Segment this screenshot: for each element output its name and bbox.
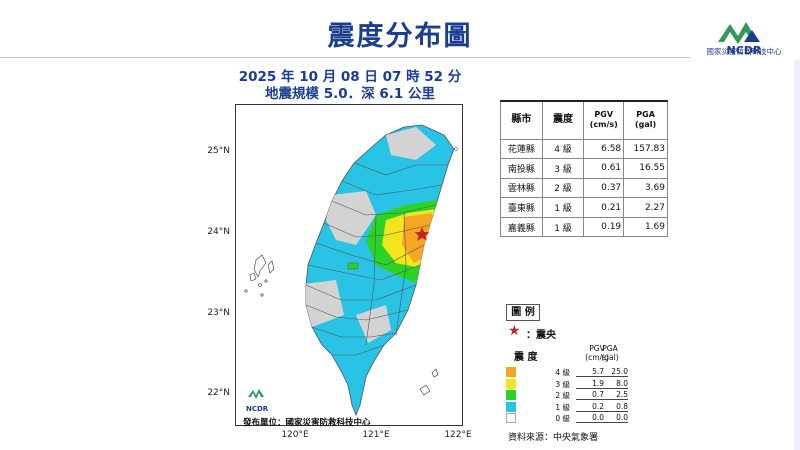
header-pga: PGA (gal): [623, 100, 668, 140]
legend-swatch: [506, 390, 516, 400]
legend-row: 0 級 0.0 0.0: [506, 413, 630, 423]
cell-pga: 2.27: [623, 197, 668, 218]
cell-pgv: 0.61: [583, 158, 625, 179]
legend-row: 2 級 0.7 2.5: [506, 390, 630, 400]
cell-pgv: 0.21: [583, 197, 625, 218]
legend-header-pgv: PGV (cm/s): [585, 344, 609, 362]
cell-intensity: 1 級: [541, 216, 585, 238]
lat-label: 25°N: [207, 146, 230, 156]
page-title: 震度分布圖: [327, 21, 473, 52]
cell-intensity: 1 級: [541, 197, 585, 218]
lon-label: 121°E: [362, 430, 390, 440]
intensity-table: 縣市 震度 PGV (cm/s) PGA (gal) 花蓮縣 4 級 6.58 157.8…: [500, 100, 668, 238]
table-row: 嘉義縣 1 級 0.19 1.69: [500, 216, 668, 238]
legend-swatch: [506, 401, 516, 412]
publisher-label: 發布單位：國家災害防救科技中心: [243, 418, 371, 428]
legend-swatch: [506, 413, 516, 423]
legend-pgv: 0.7: [576, 390, 604, 400]
cell-intensity: 4 級: [541, 138, 585, 160]
logo-subtitle: 國家災害防救科技中心: [706, 47, 782, 56]
level0-region: [326, 191, 376, 245]
table-header-row: 縣市 震度 PGV (cm/s) PGA (gal): [500, 100, 668, 140]
side-strip: [794, 60, 800, 450]
event-datetime: 2025 年 10 月 08 日 07 時 52 分: [238, 69, 462, 85]
cell-county: 臺東縣: [500, 197, 543, 218]
table-row: 南投縣 3 級 0.61 16.55: [500, 158, 668, 179]
legend-level: 3 級: [555, 379, 570, 389]
legend-pga: 0.8: [602, 402, 628, 412]
cell-county: 嘉義縣: [500, 216, 543, 238]
cell-intensity: 3 級: [541, 158, 585, 179]
legend-pga: 25.0: [602, 367, 628, 377]
cell-pga: 16.55: [623, 158, 668, 179]
legend-pga: 8.0: [602, 379, 628, 389]
lat-label: 23°N: [207, 308, 230, 318]
map-logo-text: NCDR: [246, 405, 269, 413]
legend-epicenter-label: ：震央: [526, 330, 556, 341]
cell-pga: 157.83: [623, 138, 668, 160]
event-magnitude-depth: 地震規模 5.0．深 6.1 公里: [265, 86, 435, 102]
logo-text: NCDR: [727, 44, 762, 57]
legend-level: 2 級: [555, 391, 570, 400]
lon-label: 122°E: [444, 430, 472, 440]
cell-pgv: 0.19: [583, 216, 625, 238]
legend-pgv: 0.0: [576, 413, 604, 423]
cell-county: 雲林縣: [500, 177, 543, 199]
table-row: 臺東縣 1 級 0.21 2.27: [500, 197, 668, 218]
legend-level: 4 級: [555, 368, 570, 377]
header-pgv: PGV (cm/s): [583, 100, 625, 140]
cell-pgv: 6.58: [583, 138, 625, 160]
legend-level: 0 級: [555, 414, 570, 423]
legend-pgv: 0.2: [576, 402, 604, 412]
legend-swatch: [506, 367, 516, 377]
epicenter-star-icon: [414, 227, 430, 241]
table-row: 雲林縣 2 級 0.37 3.69: [500, 177, 668, 199]
level0-region: [356, 305, 391, 343]
level1-region: [305, 124, 455, 417]
legend-pga: 0.0: [602, 413, 628, 423]
map-ncdr-logo-icon: [248, 389, 264, 399]
legend-title: 圖 例: [506, 304, 540, 321]
lon-label: 120°E: [281, 430, 309, 440]
cell-county: 南投縣: [500, 158, 543, 179]
table-row: 花蓮縣 4 級 6.58 157.83: [500, 138, 668, 160]
legend-pgv: 5.7: [576, 367, 604, 377]
taiwan-map: [244, 124, 458, 417]
cell-county: 花蓮縣: [500, 138, 543, 160]
lat-label: 22°N: [207, 388, 230, 398]
legend-pga: 2.5: [602, 390, 628, 400]
header-intensity: 震度: [541, 100, 585, 140]
lat-label: 24°N: [207, 227, 230, 237]
legend-row: 1 級 0.2 0.8: [506, 401, 630, 412]
legend-swatch: [506, 378, 516, 389]
header-county: 縣市: [500, 100, 543, 140]
legend-row: 3 級 1.9 8.0: [506, 378, 630, 389]
data-source: 資料來源：中央氣象署: [508, 433, 599, 443]
star-icon: ★: [508, 323, 521, 339]
cell-pgv: 0.37: [583, 177, 625, 199]
cell-pga: 3.69: [623, 177, 668, 199]
intensity-map: [235, 104, 463, 426]
ncdr-logo-icon: NCDR: [718, 22, 762, 57]
legend-row: 4 級 5.7 25.0: [506, 367, 630, 377]
legend-level: 1 級: [555, 402, 570, 412]
legend-header-intensity: 震 度: [514, 352, 538, 363]
legend-pgv: 1.9: [576, 379, 604, 389]
header-divider: [0, 57, 690, 58]
level0-region: [386, 127, 436, 160]
legend-header-pga: PGA (gal): [601, 344, 619, 362]
cell-pga: 1.69: [623, 216, 668, 238]
cell-intensity: 2 級: [541, 177, 585, 199]
